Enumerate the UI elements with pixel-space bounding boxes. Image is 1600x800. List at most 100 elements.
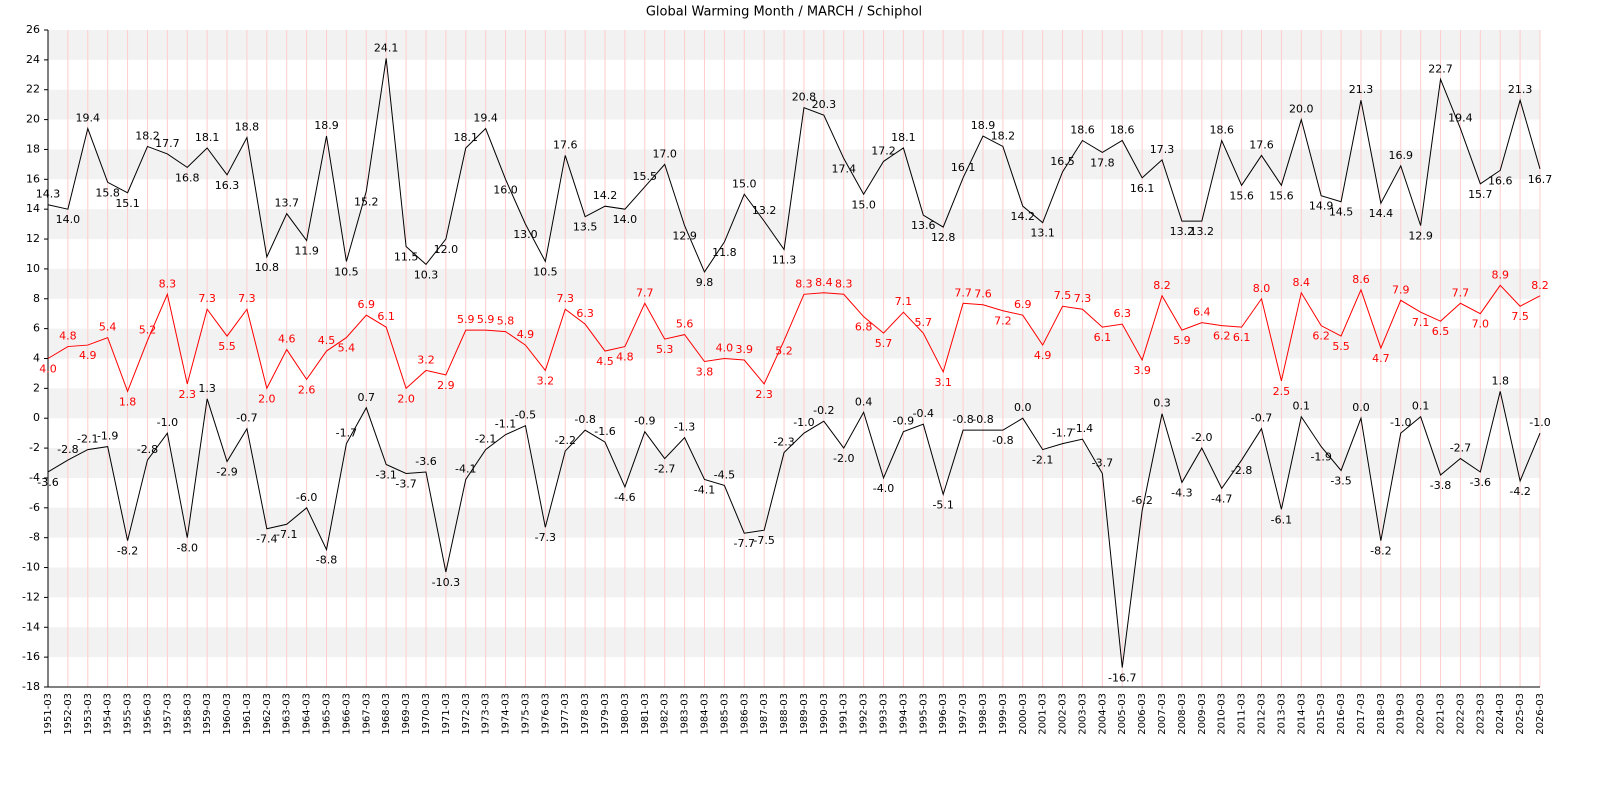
x-tick-label: 2023-03 (1475, 693, 1486, 735)
data-label: -1.7 (1052, 427, 1073, 440)
data-label: 8.4 (1293, 276, 1311, 289)
data-label: 0.4 (855, 395, 873, 408)
y-tick-label: 8 (33, 292, 40, 305)
data-label: 6.1 (1233, 331, 1251, 344)
x-tick-label: 1979-03 (600, 693, 611, 735)
series-line (47, 58, 1541, 273)
y-tick-label: 24 (26, 53, 40, 66)
x-tick-label: 1976-03 (540, 693, 551, 735)
data-label: 16.9 (1388, 149, 1413, 162)
x-tick-label: 2014-03 (1296, 693, 1307, 735)
data-label: 16.6 (1488, 174, 1513, 187)
x-tick-label: 2019-03 (1396, 693, 1407, 735)
data-label: -2.0 (833, 452, 854, 465)
x-tick-label: 1985-03 (719, 693, 730, 735)
data-label: -1.0 (793, 416, 814, 429)
y-tick-label: -18 (22, 680, 40, 693)
data-label: 11.8 (712, 246, 737, 259)
band (48, 328, 1540, 359)
data-label: -7.4 (256, 533, 277, 546)
data-label: -1.0 (1390, 416, 1411, 429)
data-label: 19.4 (1448, 112, 1473, 125)
data-label: 7.6 (974, 288, 992, 301)
data-label: -6.0 (296, 491, 317, 504)
x-tick-label: 1954-03 (103, 693, 114, 735)
data-label: 5.9 (477, 313, 495, 326)
data-label: 15.5 (633, 170, 658, 183)
x-tick-label: 2005-03 (1117, 693, 1128, 735)
x-tick-label: 1990-03 (819, 693, 830, 735)
x-tick-label: 1959-03 (202, 693, 213, 735)
data-label: 5.2 (775, 345, 793, 358)
x-tick-label: 1994-03 (898, 693, 909, 735)
data-label: 14.9 (1309, 200, 1334, 213)
x-tick-label: 1983-03 (680, 693, 691, 735)
data-label: 13.2 (1190, 225, 1215, 238)
y-tick-label: 2 (33, 381, 40, 394)
y-tick-label: -14 (22, 620, 40, 633)
data-label: 1.3 (198, 382, 216, 395)
data-label: 9.8 (696, 276, 714, 289)
data-label: 5.8 (497, 315, 515, 328)
data-label: 2.5 (1273, 385, 1291, 398)
data-label: -7.1 (276, 528, 297, 541)
data-label: 14.2 (593, 189, 618, 202)
data-label: -8.2 (117, 545, 138, 558)
band (48, 507, 1540, 538)
band (48, 30, 1540, 60)
data-label: -3.7 (1092, 456, 1113, 469)
x-tick-label: 1996-03 (938, 693, 949, 735)
x-tick-label: 2024-03 (1495, 693, 1506, 735)
data-label: 6.9 (358, 298, 376, 311)
data-label: 4.7 (1372, 352, 1390, 365)
data-label: 17.8 (1090, 156, 1115, 169)
x-tick-label: 2013-03 (1276, 693, 1287, 735)
x-tick-label: 1964-03 (302, 693, 313, 735)
data-label: -3.6 (1470, 476, 1491, 489)
data-label: 6.1 (377, 310, 395, 323)
x-tick-label: 2020-03 (1416, 693, 1427, 735)
data-label: 18.6 (1209, 123, 1234, 136)
data-label: 13.7 (274, 197, 299, 210)
data-label: 18.1 (195, 131, 220, 144)
y-tick-label: -16 (22, 650, 40, 663)
data-label: -7.5 (753, 534, 774, 547)
data-label: -16.7 (1108, 672, 1136, 685)
x-tick-label: 1974-03 (501, 693, 512, 735)
data-label: 20.8 (792, 91, 817, 104)
band (48, 209, 1540, 240)
data-label: 4.0 (716, 342, 734, 355)
data-label: 16.7 (1528, 173, 1553, 186)
x-tick-label: 1963-03 (282, 693, 293, 735)
data-label: 14.0 (56, 213, 81, 226)
data-label: -2.9 (216, 466, 237, 479)
data-label: -3.8 (1430, 479, 1451, 492)
data-label: 7.5 (1511, 310, 1529, 323)
data-label: 10.8 (255, 261, 280, 274)
data-label: 6.5 (1432, 325, 1450, 338)
data-label: -2.1 (77, 433, 98, 446)
data-label: 7.7 (1452, 286, 1470, 299)
data-label: 7.1 (895, 295, 913, 308)
data-label: 2.3 (179, 388, 197, 401)
data-label: -1.6 (594, 425, 615, 438)
data-label: 18.1 (891, 131, 916, 144)
data-label: 21.3 (1349, 83, 1374, 96)
data-label: 7.2 (994, 315, 1012, 328)
data-label: 8.9 (1491, 268, 1509, 281)
data-label: 10.5 (334, 265, 359, 278)
data-label: -3.7 (395, 477, 416, 490)
data-label: -4.7 (1211, 492, 1232, 505)
data-label: 4.0 (39, 363, 57, 376)
data-label: 15.1 (115, 197, 140, 210)
data-label: 11.3 (772, 253, 797, 266)
x-tick-label: 2021-03 (1436, 693, 1447, 735)
data-label: 18.9 (314, 119, 339, 132)
data-label: 6.9 (1014, 298, 1032, 311)
x-tick-label: 1987-03 (759, 693, 770, 735)
data-label: 6.3 (1113, 307, 1131, 320)
y-tick-label: 26 (26, 23, 40, 36)
data-label: 17.3 (1150, 143, 1175, 156)
band (48, 268, 1540, 299)
data-label: -1.3 (674, 421, 695, 434)
